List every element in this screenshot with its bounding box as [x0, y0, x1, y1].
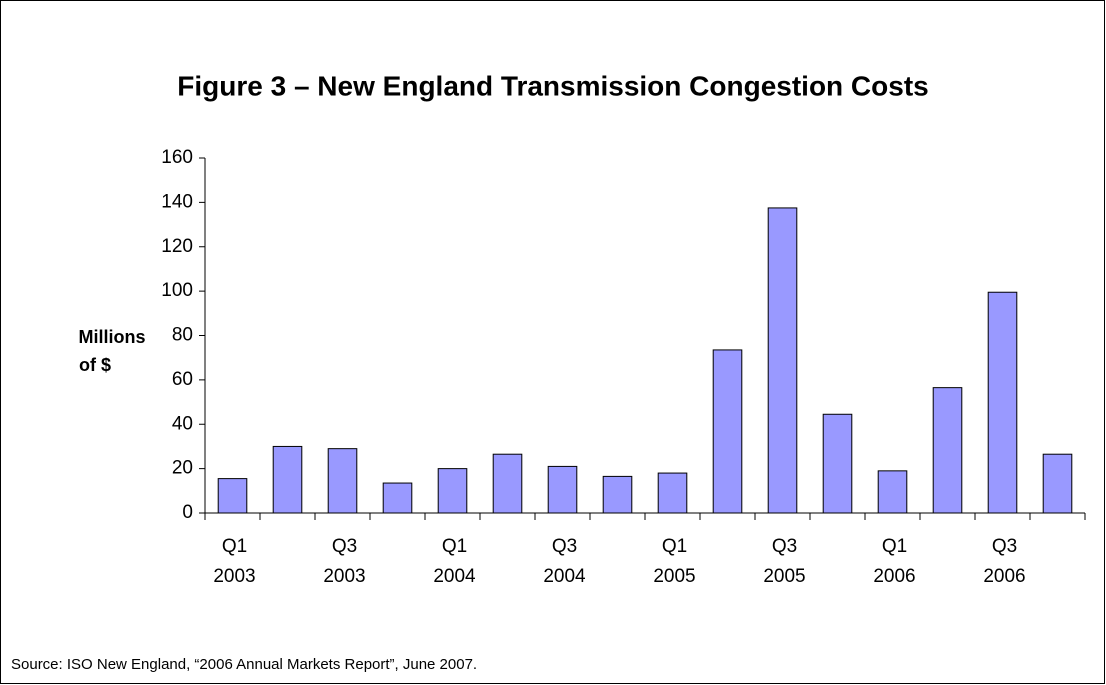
bar [272, 445, 303, 514]
bar [217, 478, 248, 514]
x-tick-label: 2003 [323, 566, 365, 587]
bar [382, 482, 413, 514]
chart-title: Figure 3 – New England Transmission Cong… [177, 70, 928, 101]
bar [547, 465, 578, 514]
y-tick-label: 20 [172, 458, 193, 479]
y-tick-label: 80 [172, 325, 193, 346]
bar [987, 291, 1018, 514]
x-tick-label: Q3 [772, 536, 797, 557]
bar [1042, 453, 1073, 514]
bar [327, 448, 358, 514]
y-axis-label: of $ [79, 355, 111, 375]
x-tick-label: 2005 [763, 566, 805, 587]
source-note: Source: ISO New England, “2006 Annual Ma… [11, 656, 477, 673]
x-tick-label: 2005 [653, 566, 695, 587]
x-tick-label: 2004 [433, 566, 476, 587]
y-tick-label: 60 [172, 369, 193, 390]
x-tick-label: 2006 [873, 566, 915, 587]
y-tick-label: 40 [172, 413, 193, 434]
x-tick-label: 2004 [543, 566, 586, 587]
y-tick-label: 120 [161, 236, 193, 257]
bar [492, 453, 523, 514]
x-tick-label: Q1 [662, 536, 687, 557]
x-tick-label: Q3 [332, 536, 357, 557]
bar [767, 207, 798, 514]
x-tick-label: Q3 [992, 536, 1017, 557]
x-tick-label: Q1 [442, 536, 467, 557]
bar [877, 470, 908, 514]
x-tick-label: 2006 [983, 566, 1025, 587]
bar [602, 475, 633, 514]
y-tick-label: 160 [161, 147, 193, 168]
x-tick-label: Q1 [222, 536, 247, 557]
y-tick-label: 100 [161, 280, 193, 301]
bar [437, 468, 468, 514]
y-tick-label: 0 [182, 502, 193, 523]
x-tick-label: Q1 [882, 536, 907, 557]
x-tick-label: Q3 [552, 536, 577, 557]
y-tick-label: 140 [161, 191, 193, 212]
bar [932, 387, 963, 514]
bar [657, 472, 688, 514]
y-axis-label: Millions [79, 327, 146, 347]
bar [822, 413, 853, 514]
bar [712, 349, 743, 514]
x-tick-label: 2003 [213, 566, 255, 587]
